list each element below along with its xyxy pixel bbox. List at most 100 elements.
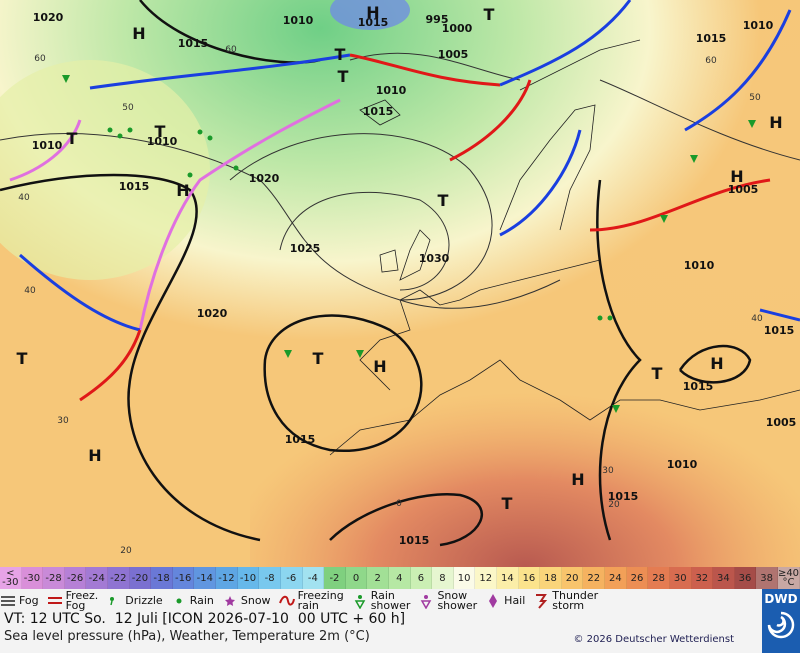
map-shape	[62, 75, 70, 83]
pressure-center: T	[502, 494, 513, 513]
isobar-label: 1015	[764, 324, 795, 337]
legend-label: Snow	[240, 594, 271, 607]
legend-item: Rain shower	[352, 589, 411, 612]
valid-time: VT: 12 UTC So. 12 Juli [ICON 2026-07-10 …	[4, 611, 406, 627]
legend-label: Snow	[437, 589, 468, 602]
legend-icon	[1, 596, 15, 606]
map-shape	[597, 315, 603, 321]
isobar-label: 1010	[147, 135, 178, 148]
map-shape	[678, 344, 752, 384]
logo-text: DWD	[764, 592, 798, 606]
map-shape	[329, 359, 800, 456]
legend-label: Rain	[370, 589, 395, 602]
scale-label: 10	[457, 572, 471, 584]
legend-text: Snow	[240, 594, 271, 607]
isobar-label: 995	[426, 13, 449, 26]
scale-label: 8	[439, 572, 446, 584]
pressure-center: T	[17, 349, 28, 368]
grid-label: 50	[749, 93, 761, 103]
map-shape	[499, 104, 596, 231]
pressure-center: H	[710, 354, 723, 373]
temperature-scale: < -30 -30 -28 -26 -24 -22 -20 -18 -16 -14 -12 -10 -8-…	[0, 567, 800, 589]
scale-cell: 34	[713, 567, 735, 589]
isobar-label: 1010	[743, 19, 774, 32]
pressure-center: T	[313, 349, 324, 368]
scale-label: 26	[630, 572, 644, 584]
scale-cell: 38	[756, 567, 778, 589]
scale-cell-low: < -30	[0, 567, 22, 589]
legend-icon	[421, 595, 432, 609]
legend-icon	[354, 595, 365, 609]
scale-label: -14	[196, 572, 213, 584]
scale-label: 14	[500, 572, 514, 584]
map-shape	[233, 165, 239, 171]
legend-item: Drizzle	[106, 593, 163, 609]
icon-shape	[176, 598, 182, 604]
scale-cell: 16	[518, 567, 541, 589]
scale-cell: 26	[626, 567, 649, 589]
isobar-label: 1015	[696, 32, 727, 45]
map-shape	[263, 314, 423, 453]
legend-item: Rain	[171, 593, 214, 609]
map-shape	[197, 129, 203, 135]
scale-label: 32	[695, 572, 709, 584]
map-shape	[229, 133, 493, 301]
scale-cell: -14	[194, 567, 217, 589]
scale-label: 6	[417, 572, 425, 584]
map-shape	[356, 350, 364, 358]
legend-text: Hail	[504, 595, 525, 606]
map-shape	[759, 308, 800, 322]
isobar-label: 1015	[683, 380, 714, 393]
legend-text: Rain shower	[370, 589, 411, 612]
scale-cell: 24	[605, 567, 627, 589]
scale-label: ≥40	[777, 568, 800, 579]
scale-cell: 8	[432, 567, 454, 589]
pressure-center: T	[652, 364, 663, 383]
scale-label: -28	[45, 572, 62, 584]
legend-label: Thunder	[552, 589, 599, 602]
map-shape	[0, 173, 261, 542]
pressure-center: T	[335, 45, 346, 64]
scale-label: 18	[544, 572, 557, 584]
grid-label: 30	[57, 416, 69, 426]
scale-cell-high: ≥40 °C	[777, 567, 800, 589]
legend-icon	[110, 597, 115, 606]
scale-label: -16	[175, 572, 192, 584]
pressure-center: T	[67, 129, 78, 148]
logo-swirl	[767, 611, 795, 639]
scale-cell: -20	[129, 567, 152, 589]
scale-label: 16	[522, 572, 536, 584]
scale-cell: 28	[648, 567, 670, 589]
scale-label: -30	[23, 572, 41, 584]
icon-shape	[424, 595, 429, 599]
isobar-label: 1005	[728, 183, 759, 196]
map-shape	[589, 178, 771, 232]
legend-icon	[278, 595, 295, 606]
scale-label: -30	[2, 577, 19, 588]
scale-cell: -2	[324, 567, 346, 589]
isobars	[0, 0, 752, 547]
grid-label: 40	[751, 314, 763, 324]
map-shape	[127, 127, 133, 133]
scale-label: 30	[673, 572, 687, 584]
scale-label: 24	[609, 572, 622, 584]
isobar-label: 1030	[419, 252, 450, 265]
fronts	[9, 0, 800, 402]
isobar-label: 1015	[608, 490, 639, 503]
scale-cell: -6	[280, 567, 303, 589]
pressure-center: H	[176, 181, 189, 200]
isobar-label: 1010	[667, 458, 698, 471]
scale-cell: 18	[540, 567, 562, 589]
scale-label: -18	[153, 572, 170, 584]
legend-label: shower	[370, 599, 411, 612]
map-shape	[449, 79, 532, 162]
scale-cell: -26	[64, 567, 87, 589]
pressure-center: T	[155, 122, 166, 141]
icon-shape	[354, 600, 365, 609]
scale-label: 0	[352, 572, 360, 584]
map-shape	[187, 172, 193, 178]
map-shape	[690, 155, 698, 163]
icon-shape	[767, 611, 795, 639]
legend-text: Snow shower	[437, 589, 477, 611]
